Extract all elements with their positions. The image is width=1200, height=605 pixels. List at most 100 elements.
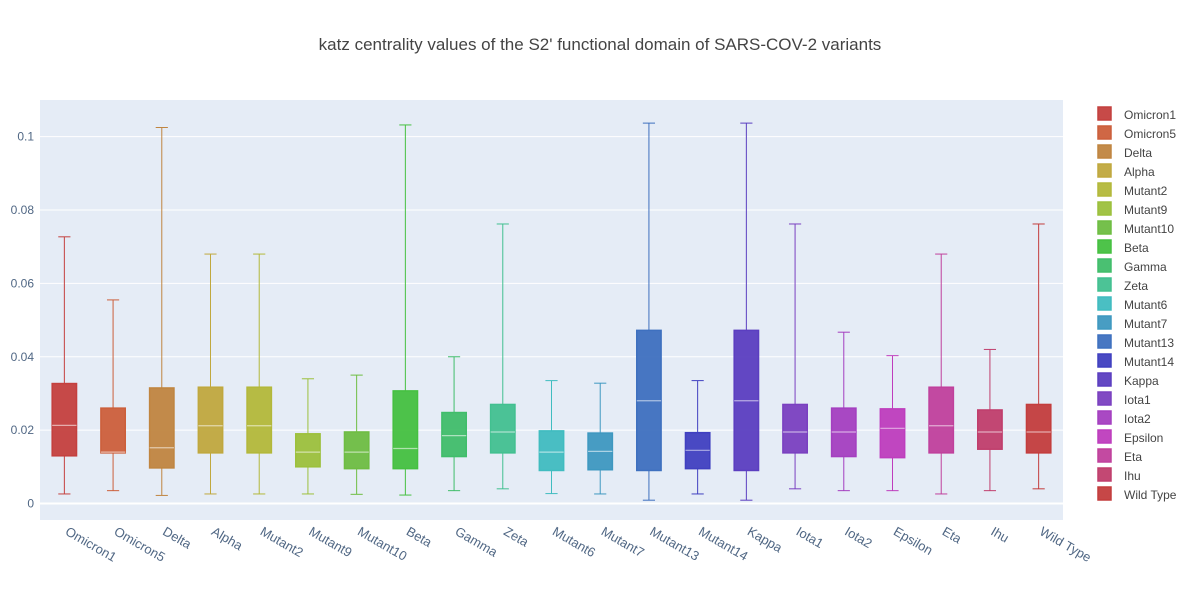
legend-label: Eta bbox=[1124, 450, 1142, 464]
legend-label: Mutant13 bbox=[1124, 336, 1174, 350]
box-mutant2[interactable] bbox=[246, 253, 273, 495]
legend-item[interactable]: Alpha bbox=[1097, 163, 1155, 179]
legend-swatch bbox=[1097, 467, 1112, 482]
legend-item[interactable]: Mutant9 bbox=[1097, 201, 1168, 217]
legend-swatch bbox=[1097, 334, 1112, 349]
legend-item[interactable]: Delta bbox=[1097, 144, 1152, 160]
legend-label: Omicron5 bbox=[1124, 127, 1176, 141]
legend-swatch bbox=[1097, 429, 1112, 444]
y-tick-label: 0.1 bbox=[17, 130, 34, 144]
legend-item[interactable]: Omicron5 bbox=[1097, 125, 1176, 141]
legend-label: Beta bbox=[1124, 241, 1149, 255]
legend-item[interactable]: Iota1 bbox=[1097, 391, 1151, 407]
legend-swatch bbox=[1097, 182, 1112, 197]
legend-swatch bbox=[1097, 220, 1112, 235]
legend-label: Alpha bbox=[1124, 165, 1155, 179]
box-ihu[interactable] bbox=[977, 348, 1003, 492]
legend-swatch bbox=[1097, 239, 1112, 254]
box-kappa[interactable] bbox=[733, 122, 760, 501]
box-beta[interactable] bbox=[392, 124, 419, 496]
box-zeta[interactable] bbox=[489, 223, 516, 490]
box-iqr bbox=[928, 386, 955, 454]
box-iqr bbox=[538, 430, 565, 472]
box-mutant9[interactable] bbox=[295, 378, 321, 495]
legend-label: Wild Type bbox=[1124, 488, 1177, 502]
box-iqr bbox=[295, 433, 321, 468]
box-delta[interactable] bbox=[148, 127, 175, 496]
box-alpha[interactable] bbox=[197, 253, 224, 495]
legend-item[interactable]: Zeta bbox=[1097, 277, 1148, 293]
box-gamma[interactable] bbox=[441, 356, 467, 492]
legend-swatch bbox=[1097, 296, 1112, 311]
box-iqr bbox=[343, 431, 370, 470]
box-eta[interactable] bbox=[928, 253, 955, 495]
box-mutant6[interactable] bbox=[538, 380, 565, 495]
legend-swatch bbox=[1097, 448, 1112, 463]
y-tick-label: 0.08 bbox=[11, 203, 35, 217]
legend-item[interactable]: Wild Type bbox=[1097, 486, 1177, 502]
legend-label: Epsilon bbox=[1124, 431, 1163, 445]
legend-label: Zeta bbox=[1124, 279, 1148, 293]
y-axis: 0 0.02 0.04 0.06 0.08 0.1 bbox=[11, 130, 35, 511]
box-wild-type[interactable] bbox=[1025, 223, 1052, 490]
legend-item[interactable]: Mutant14 bbox=[1097, 353, 1174, 369]
legend-swatch bbox=[1097, 372, 1112, 387]
y-tick-label: 0.04 bbox=[11, 350, 35, 364]
box-omicron5[interactable] bbox=[100, 299, 127, 492]
legend-item[interactable]: Mutant13 bbox=[1097, 334, 1174, 350]
legend-swatch bbox=[1097, 163, 1112, 178]
box-iqr bbox=[977, 409, 1003, 450]
legend-item[interactable]: Mutant7 bbox=[1097, 315, 1168, 331]
box-iqr bbox=[392, 390, 419, 470]
legend-label: Iota1 bbox=[1124, 393, 1151, 407]
y-tick-label: 0.02 bbox=[11, 423, 35, 437]
legend-item[interactable]: Epsilon bbox=[1097, 429, 1163, 445]
box-mutant7[interactable] bbox=[587, 382, 614, 495]
box-iqr bbox=[148, 387, 175, 469]
legend: Omicron1 Omicron5 Delta Alpha Mutant2 Mutant9… bbox=[1097, 106, 1177, 502]
legend-item[interactable]: Gamma bbox=[1097, 258, 1167, 274]
legend-swatch bbox=[1097, 201, 1112, 216]
box-iqr bbox=[441, 411, 467, 458]
box-iqr bbox=[100, 407, 127, 454]
box-iqr bbox=[246, 386, 273, 454]
legend-label: Ihu bbox=[1124, 469, 1141, 483]
chart-title: katz centrality values of the S2' functi… bbox=[319, 35, 882, 54]
boxes bbox=[51, 122, 1052, 501]
legend-item[interactable]: Iota2 bbox=[1097, 410, 1151, 426]
box-iqr bbox=[197, 386, 224, 454]
legend-item[interactable]: Eta bbox=[1097, 448, 1142, 464]
legend-label: Mutant6 bbox=[1124, 298, 1168, 312]
box-mutant10[interactable] bbox=[343, 374, 370, 495]
legend-swatch bbox=[1097, 486, 1112, 501]
box-omicron1[interactable] bbox=[51, 236, 78, 495]
legend-item[interactable]: Mutant10 bbox=[1097, 220, 1174, 236]
legend-label: Gamma bbox=[1124, 260, 1167, 274]
legend-item[interactable]: Ihu bbox=[1097, 467, 1141, 483]
legend-swatch bbox=[1097, 315, 1112, 330]
legend-label: Mutant7 bbox=[1124, 317, 1168, 331]
box-iqr bbox=[782, 403, 809, 454]
legend-item[interactable]: Mutant2 bbox=[1097, 182, 1168, 198]
box-iqr bbox=[1025, 403, 1052, 454]
legend-swatch bbox=[1097, 258, 1112, 273]
legend-swatch bbox=[1097, 144, 1112, 159]
y-tick-label: 0.06 bbox=[11, 276, 35, 290]
box-iota1[interactable] bbox=[782, 223, 809, 490]
box-mutant13[interactable] bbox=[636, 122, 662, 501]
legend-label: Mutant10 bbox=[1124, 222, 1174, 236]
legend-label: Mutant14 bbox=[1124, 355, 1174, 369]
legend-swatch bbox=[1097, 106, 1112, 121]
y-tick-label: 0 bbox=[27, 496, 34, 510]
legend-swatch bbox=[1097, 391, 1112, 406]
box-iqr bbox=[879, 408, 906, 459]
legend-item[interactable]: Mutant6 bbox=[1097, 296, 1168, 312]
box-epsilon[interactable] bbox=[879, 355, 906, 492]
box-mutant14[interactable] bbox=[684, 380, 711, 495]
legend-item[interactable]: Kappa bbox=[1097, 372, 1159, 388]
box-iota2[interactable] bbox=[830, 331, 857, 492]
legend-item[interactable]: Omicron1 bbox=[1097, 106, 1176, 122]
legend-item[interactable]: Beta bbox=[1097, 239, 1149, 255]
legend-swatch bbox=[1097, 410, 1112, 425]
